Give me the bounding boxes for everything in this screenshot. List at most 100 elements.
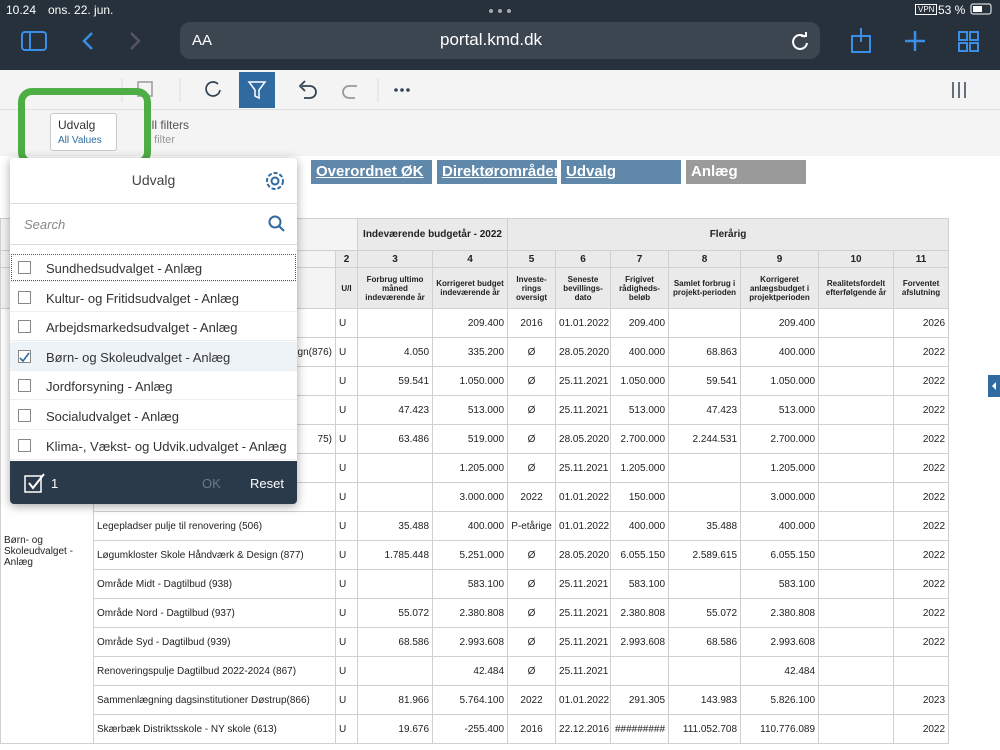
checkbox[interactable] <box>18 379 31 392</box>
cell: Ø <box>508 628 556 657</box>
cell: 01.01.2022 <box>556 309 611 338</box>
table-row: Løgumkloster Skole Håndværk & Design (87… <box>1 541 949 570</box>
column-number: 10 <box>819 251 894 268</box>
column-number: 8 <box>669 251 741 268</box>
row-name: Område Midt - Dagtilbud (938) <box>94 570 336 599</box>
checkbox[interactable] <box>18 439 31 452</box>
cell: 2022 <box>894 570 949 599</box>
cell: 55.072 <box>358 599 433 628</box>
select-all[interactable] <box>24 472 46 494</box>
cell <box>819 686 894 715</box>
cell <box>894 657 949 686</box>
cell: 2022 <box>894 367 949 396</box>
cell <box>358 454 433 483</box>
tab[interactable]: Overordnet ØK <box>311 160 432 184</box>
cell: 6.055.150 <box>611 541 669 570</box>
item-label: Sundhedsudvalget - Anlæg <box>46 261 202 276</box>
cell: 110.776.089 <box>741 715 819 744</box>
cell: 28.05.2020 <box>556 425 611 454</box>
list-item[interactable]: Kultur- og Fritidsudvalget - Anlæg <box>10 283 297 312</box>
cell <box>358 657 433 686</box>
group-header: Indeværende budgetår - 2022 <box>358 219 508 251</box>
cell <box>819 657 894 686</box>
cell: 35.488 <box>669 512 741 541</box>
cell: 209.400 <box>433 309 508 338</box>
settings[interactable] <box>264 170 286 192</box>
tab[interactable]: Udvalg <box>561 160 681 184</box>
cell: 25.11.2021 <box>556 657 611 686</box>
cell: 1.785.448 <box>358 541 433 570</box>
url-bar[interactable]: AA portal.kmd.dk <box>180 22 820 59</box>
column-header: Samlet forbrug i projekt-perioden <box>669 268 741 309</box>
cell: U <box>336 396 358 425</box>
text-size[interactable]: AA <box>192 32 212 49</box>
drill-filters[interactable]: rill filters <box>145 118 189 132</box>
cell: U <box>336 309 358 338</box>
column-number: 7 <box>611 251 669 268</box>
table-row: Legepladser pulje til renovering (506)U3… <box>1 512 949 541</box>
cell: 209.400 <box>741 309 819 338</box>
checkbox[interactable] <box>18 409 31 422</box>
item-label: Klima-, Vækst- og Udvik.udvalget - Anlæg <box>46 439 287 454</box>
list-item[interactable]: Børn- og Skoleudvalget - Anlæg <box>10 342 297 371</box>
cell: 59.541 <box>358 367 433 396</box>
checkbox[interactable] <box>18 350 31 363</box>
cell: 2022 <box>894 715 949 744</box>
browser-chrome: 10.24 ons. 22. jun. VPN 53 % AA portal.k… <box>0 0 1000 70</box>
list-item[interactable]: Sundhedsudvalget - Anlæg <box>10 253 297 282</box>
cell: U <box>336 541 358 570</box>
cell: 68.586 <box>358 628 433 657</box>
cell: 4.050 <box>358 338 433 367</box>
cell: 6.055.150 <box>741 541 819 570</box>
list-item[interactable]: Socialudvalget - Anlæg <box>10 401 297 430</box>
list-item[interactable]: Arbejdsmarkedsudvalget - Anlæg <box>10 312 297 341</box>
cell: 2022 <box>894 628 949 657</box>
cell: ######### <box>611 715 669 744</box>
reset-button[interactable]: Reset <box>250 476 284 491</box>
filter-chip[interactable]: Udvalg All Values <box>50 113 117 151</box>
cell: 19.676 <box>358 715 433 744</box>
cell: 583.100 <box>611 570 669 599</box>
cell: U <box>336 425 358 454</box>
checkbox[interactable] <box>18 291 31 304</box>
url[interactable]: portal.kmd.dk <box>440 30 542 50</box>
popup-footer: 1 OK Reset <box>10 461 297 504</box>
table-row: Renoveringspulje Dagtilbud 2022-2024 (86… <box>1 657 949 686</box>
cell: 68.586 <box>669 628 741 657</box>
cell: 2022 <box>508 686 556 715</box>
cell: 209.400 <box>611 309 669 338</box>
cell: P-etårige <box>508 512 556 541</box>
table-row: Område Nord - Dagtilbud (937)U55.0722.38… <box>1 599 949 628</box>
cell: 25.11.2021 <box>556 367 611 396</box>
tab[interactable]: Direktørområder <box>437 160 557 184</box>
cell: 2.700.000 <box>741 425 819 454</box>
cell: Ø <box>508 396 556 425</box>
cell: 2.993.608 <box>611 628 669 657</box>
tab[interactable]: Anlæg <box>686 160 806 184</box>
cell <box>819 512 894 541</box>
ok-button[interactable]: OK <box>202 476 221 491</box>
side-handle[interactable] <box>988 375 1000 397</box>
cell <box>819 425 894 454</box>
list-item[interactable]: Klima-, Vækst- og Udvik.udvalget - Anlæg <box>10 431 297 460</box>
cell: 2.244.531 <box>669 425 741 454</box>
checkbox[interactable] <box>18 320 31 333</box>
cell: Ø <box>508 541 556 570</box>
cell: 2.380.808 <box>741 599 819 628</box>
cell: 42.484 <box>741 657 819 686</box>
search-field[interactable]: Search <box>10 203 297 245</box>
search-placeholder: Search <box>24 217 65 232</box>
list-item[interactable]: Jordforsyning - Anlæg <box>10 371 297 400</box>
checkbox[interactable] <box>18 261 31 274</box>
cell: U <box>336 628 358 657</box>
cell: U <box>336 599 358 628</box>
item-label: Jordforsyning - Anlæg <box>46 379 172 394</box>
cell: 1.050.000 <box>611 367 669 396</box>
cell: 2016 <box>508 309 556 338</box>
search-icon[interactable] <box>268 215 286 233</box>
reload[interactable] <box>790 31 810 51</box>
cell: 25.11.2021 <box>556 570 611 599</box>
cell <box>669 483 741 512</box>
column-header: Realitetsfordelt efterfølgende år <box>819 268 894 309</box>
